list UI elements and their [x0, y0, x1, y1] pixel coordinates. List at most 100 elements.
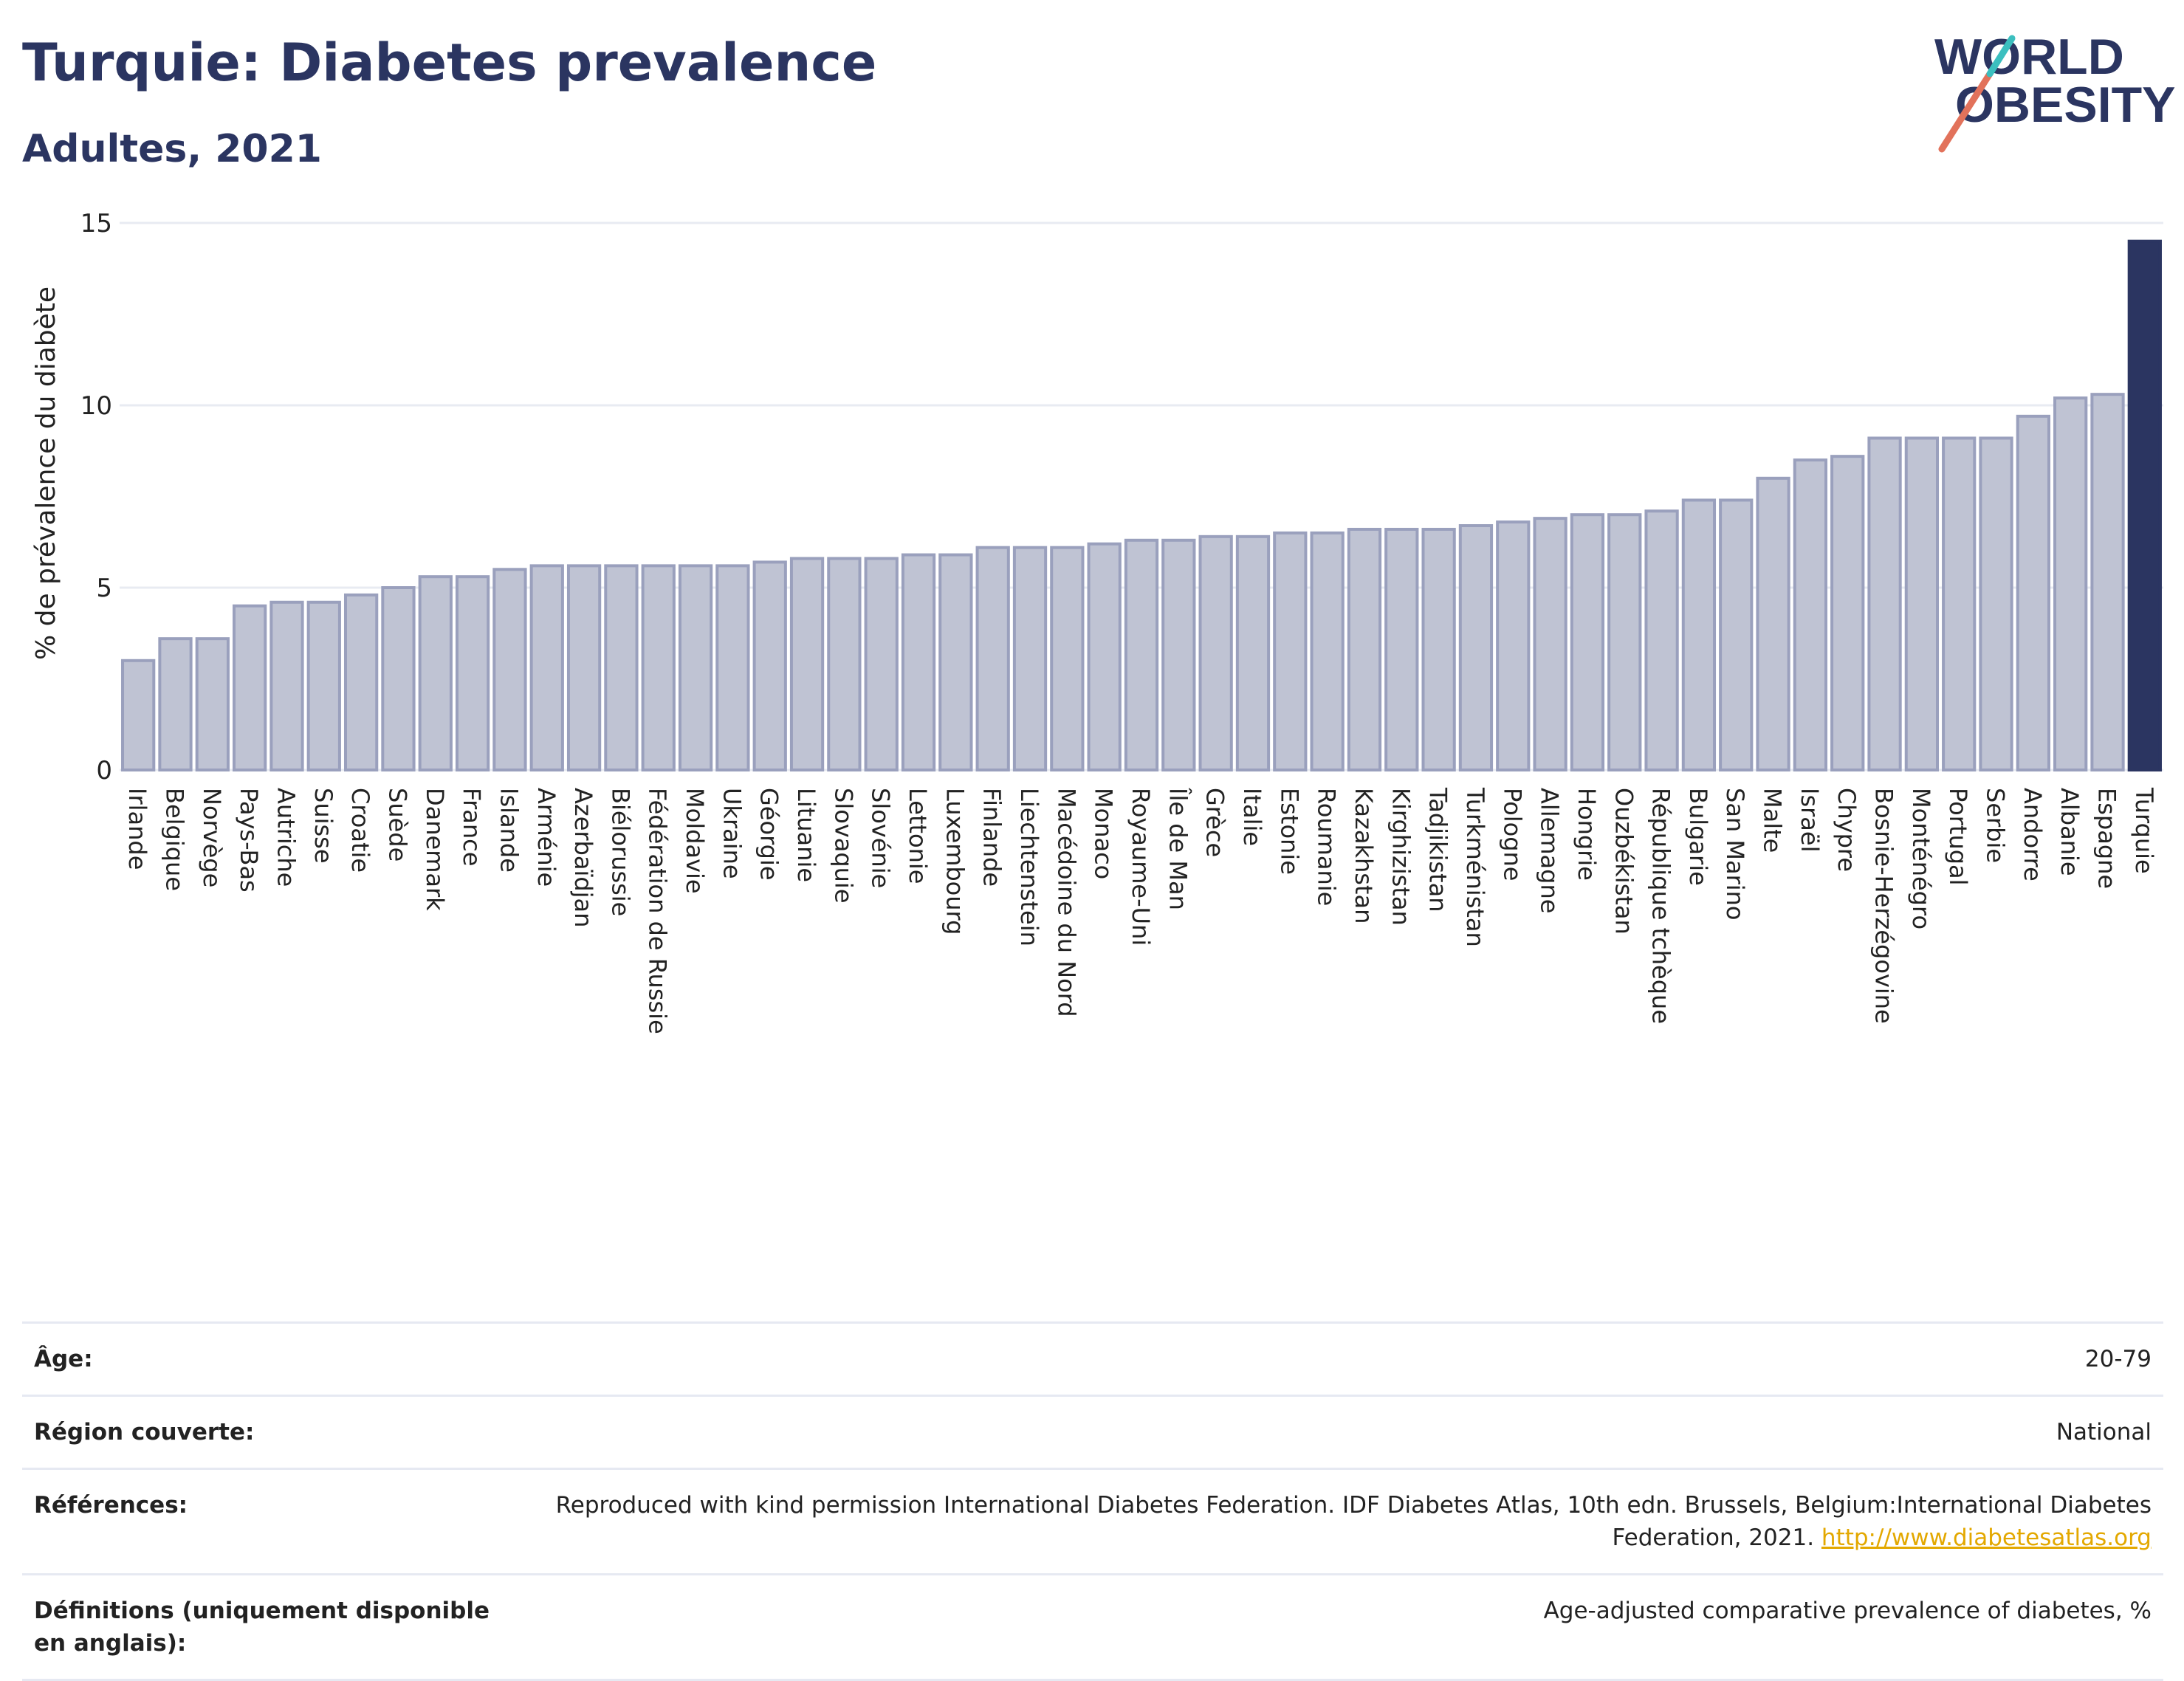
logo-slash-coral — [1938, 70, 1994, 153]
bar[interactable] — [975, 546, 1010, 771]
x-tick-label: Azerbaïdjan — [569, 788, 597, 927]
x-tick-label: Albanie — [2056, 788, 2084, 876]
x-tick-label: Pays-Bas — [235, 788, 263, 893]
bar[interactable] — [1384, 527, 1419, 772]
bar[interactable] — [1273, 531, 1308, 772]
bar[interactable] — [233, 604, 267, 772]
bar[interactable] — [492, 568, 527, 771]
bar[interactable] — [1087, 542, 1122, 771]
bar[interactable] — [864, 557, 899, 771]
x-tick-label: Malte — [1759, 788, 1787, 853]
bar[interactable] — [641, 564, 676, 771]
bar[interactable] — [789, 557, 825, 771]
bar[interactable] — [1421, 527, 1456, 772]
bar[interactable] — [1347, 527, 1382, 772]
x-tick-label: Espagne — [2093, 788, 2121, 889]
bar[interactable] — [715, 564, 750, 771]
y-tick-label: 0 — [96, 756, 112, 786]
bar[interactable] — [1979, 436, 2013, 772]
bar[interactable] — [1607, 513, 1642, 771]
x-tick-label: Fédération de Russie — [644, 788, 672, 1034]
x-tick-label: Portugal — [1944, 788, 1972, 886]
chart-title: Turquie: Diabetes prevalence — [22, 32, 877, 93]
bar[interactable] — [1161, 538, 1196, 772]
bar[interactable] — [381, 586, 416, 771]
world-obesity-logo: WORLD OBESITY — [1934, 29, 2176, 153]
references-link[interactable]: http://www.diabetesatlas.org — [1821, 1524, 2152, 1551]
x-tick-label: Allemagne — [1536, 788, 1564, 913]
bar[interactable] — [195, 637, 230, 771]
info-value: Age-adjusted comparative prevalence of d… — [533, 1573, 2163, 1681]
bar[interactable] — [1644, 509, 1679, 771]
x-tick-label: Norvège — [198, 788, 226, 887]
x-tick-label: Biélorussie — [606, 788, 634, 916]
x-tick-label: Liechtenstein — [1015, 788, 1043, 946]
x-tick-label: Suisse — [309, 788, 337, 864]
x-tick-label: Chypre — [1833, 788, 1861, 872]
bar[interactable] — [2016, 414, 2050, 771]
bar[interactable] — [1496, 520, 1531, 772]
bar[interactable] — [1942, 436, 1977, 772]
bar[interactable] — [752, 560, 787, 771]
info-key: Âge: — [22, 1321, 533, 1396]
x-tick-label: Croatie — [346, 788, 374, 873]
info-value: 20-79 — [533, 1321, 2163, 1396]
bar[interactable] — [938, 553, 973, 771]
x-tick-label: Bulgarie — [1684, 788, 1712, 886]
x-tick-label: France — [458, 788, 486, 866]
bar[interactable] — [678, 564, 713, 771]
x-tick-label: Lituanie — [792, 788, 820, 882]
bar[interactable] — [1793, 458, 1828, 771]
bar[interactable] — [158, 637, 193, 771]
bar[interactable] — [1050, 546, 1085, 771]
info-key: Région couverte: — [22, 1395, 533, 1469]
bar[interactable] — [418, 575, 453, 771]
bar[interactable] — [269, 600, 304, 772]
bar[interactable] — [1719, 498, 1754, 771]
bar[interactable] — [1681, 498, 1717, 771]
x-tick-label: Slovénie — [867, 788, 895, 888]
x-tick-label: Île de Man — [1164, 787, 1192, 910]
x-tick-label: Moldavie — [681, 788, 709, 894]
bar[interactable] — [1235, 534, 1271, 772]
bar[interactable] — [1012, 546, 1048, 771]
y-tick-label: 15 — [80, 209, 112, 238]
bar[interactable] — [1830, 455, 1865, 771]
x-tick-label: République tchèque — [1647, 788, 1675, 1024]
info-row-region: Région couverte: National — [22, 1395, 2163, 1469]
chart-subtitle: Adultes, 2021 — [22, 127, 322, 171]
bar[interactable] — [529, 564, 564, 771]
bar[interactable] — [1198, 534, 1233, 772]
bar[interactable] — [121, 659, 156, 771]
x-tick-label: Monténégro — [1907, 788, 1935, 929]
x-tick-label: Turquie — [2130, 787, 2158, 874]
bar[interactable] — [1533, 517, 1567, 771]
x-tick-label: Monaco — [1090, 788, 1118, 879]
x-tick-label: Slovaquie — [829, 788, 857, 904]
bar[interactable] — [901, 553, 936, 771]
bar[interactable] — [2090, 393, 2125, 771]
bar[interactable] — [827, 557, 862, 771]
x-tick-label: Suède — [383, 788, 411, 862]
bar[interactable] — [1458, 524, 1494, 772]
bar[interactable] — [1124, 538, 1159, 772]
bar[interactable] — [1867, 436, 1902, 772]
bar[interactable] — [1570, 513, 1605, 771]
y-tick-label: 5 — [96, 574, 112, 603]
y-axis-label: % de prévalence du diabète — [31, 286, 61, 660]
bar[interactable] — [1310, 531, 1345, 772]
bar[interactable] — [343, 593, 379, 771]
bar[interactable] — [2127, 239, 2162, 771]
x-tick-label: Autriche — [272, 788, 300, 887]
x-tick-label: Belgique — [160, 788, 188, 891]
bar[interactable] — [1904, 436, 1940, 772]
bar[interactable] — [1756, 476, 1790, 771]
bar[interactable] — [2053, 396, 2088, 771]
x-tick-label: Estonie — [1275, 788, 1303, 875]
bar-chart: 0 5 10 15 Irlande Belgique Norvège Pays-Bas Aut… — [31, 209, 2163, 1034]
bar[interactable] — [455, 575, 490, 771]
bar[interactable] — [604, 564, 639, 771]
bar[interactable] — [306, 600, 341, 772]
bar[interactable] — [566, 564, 602, 771]
x-tick-label: Danemark — [421, 788, 449, 911]
